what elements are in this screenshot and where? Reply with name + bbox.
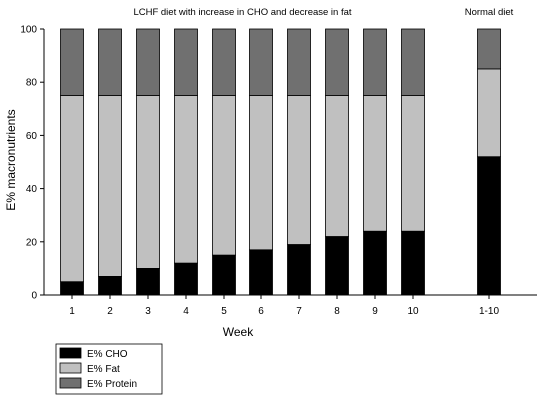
y-tick-label-0: 0 (31, 291, 37, 302)
bar-segment-e-cho-4 (174, 262, 198, 296)
x-tick-label-1: 1 (69, 306, 75, 317)
bar-segment-e-cho-5 (212, 254, 236, 296)
bar-segment-e-cho-8 (325, 236, 349, 296)
bar-segment-e-protein-6 (249, 28, 273, 96)
bar-segment-e-protein-10 (401, 28, 425, 96)
bar-segment-e-cho-6 (249, 249, 273, 296)
bar-segment-e-cho-10 (401, 230, 425, 296)
axes: E% macronutrients Week 0 20 40 60 80 100 1 2 3 4 5… (4, 25, 537, 339)
y-tick-label-40: 40 (26, 184, 38, 195)
bar-segment-e-fat-5 (212, 95, 236, 256)
legend-label-e-protein: E% Protein (87, 379, 137, 390)
bar-segment-e-protein-2 (98, 28, 122, 96)
legend-label-e-fat: E% Fat (87, 364, 120, 375)
bar-segment-e-protein-8 (325, 28, 349, 96)
bar-segment-e-fat-2 (98, 95, 122, 277)
bar-segment-e-cho-1 (60, 281, 84, 296)
bar-segment-e-protein-5 (212, 28, 236, 96)
group-title-1: LCHF diet with increase in CHO and decre… (133, 7, 351, 18)
y-tick-label-100: 100 (20, 25, 37, 36)
bar-segment-e-fat-9 (363, 95, 387, 232)
bar-segment-e-cho-1-10 (477, 156, 501, 296)
legend: E% CHO E% Fat E% Protein (55, 343, 163, 395)
x-tick-label-4: 4 (183, 306, 189, 317)
bar-segment-e-protein-1-10 (477, 28, 501, 70)
bar-segment-e-fat-10 (401, 95, 425, 232)
x-tick-label-6: 6 (258, 306, 264, 317)
bar-segment-e-cho-9 (363, 230, 387, 296)
bar-segment-e-protein-1 (60, 28, 84, 96)
bar-segment-e-fat-4 (174, 95, 198, 264)
bar-segment-e-fat-1 (60, 95, 84, 283)
x-tick-label-5: 5 (221, 306, 227, 317)
legend-swatch-e-fat (59, 362, 82, 374)
bar-segment-e-fat-8 (325, 95, 349, 237)
bar-segment-e-fat-3 (136, 95, 160, 269)
bar-segment-e-fat-1-10 (477, 68, 501, 158)
x-axis-title: Week (223, 325, 254, 339)
y-axis-title: E% macronutrients (4, 109, 18, 210)
group-titles: LCHF diet with increase in CHO and decre… (133, 7, 513, 18)
bar-segment-e-protein-9 (363, 28, 387, 96)
y-tick-label-20: 20 (26, 237, 38, 248)
legend-label-e-cho: E% CHO (87, 349, 128, 360)
x-tick-label-1-10: 1-10 (479, 306, 499, 317)
bar-segment-e-fat-6 (249, 95, 273, 251)
x-tick-label-8: 8 (334, 306, 340, 317)
plot-area (60, 28, 501, 296)
x-tick-label-9: 9 (372, 306, 378, 317)
x-tick-label-3: 3 (145, 306, 151, 317)
bar-segment-e-protein-3 (136, 28, 160, 96)
bar-segment-e-cho-7 (287, 244, 311, 296)
y-tick-label-80: 80 (26, 78, 38, 89)
x-tick-label-7: 7 (296, 306, 302, 317)
x-tick-label-10: 10 (407, 306, 419, 317)
bar-segment-e-protein-4 (174, 28, 198, 96)
legend-swatch-e-cho (59, 347, 82, 359)
group-title-2: Normal diet (465, 7, 514, 18)
y-tick-label-60: 60 (26, 131, 38, 142)
bar-segment-e-fat-7 (287, 95, 311, 245)
bar-segment-e-cho-2 (98, 275, 122, 296)
legend-swatch-e-protein (59, 377, 82, 389)
x-tick-label-2: 2 (107, 306, 113, 317)
bar-segment-e-cho-3 (136, 267, 160, 296)
bar-segment-e-protein-7 (287, 28, 311, 96)
